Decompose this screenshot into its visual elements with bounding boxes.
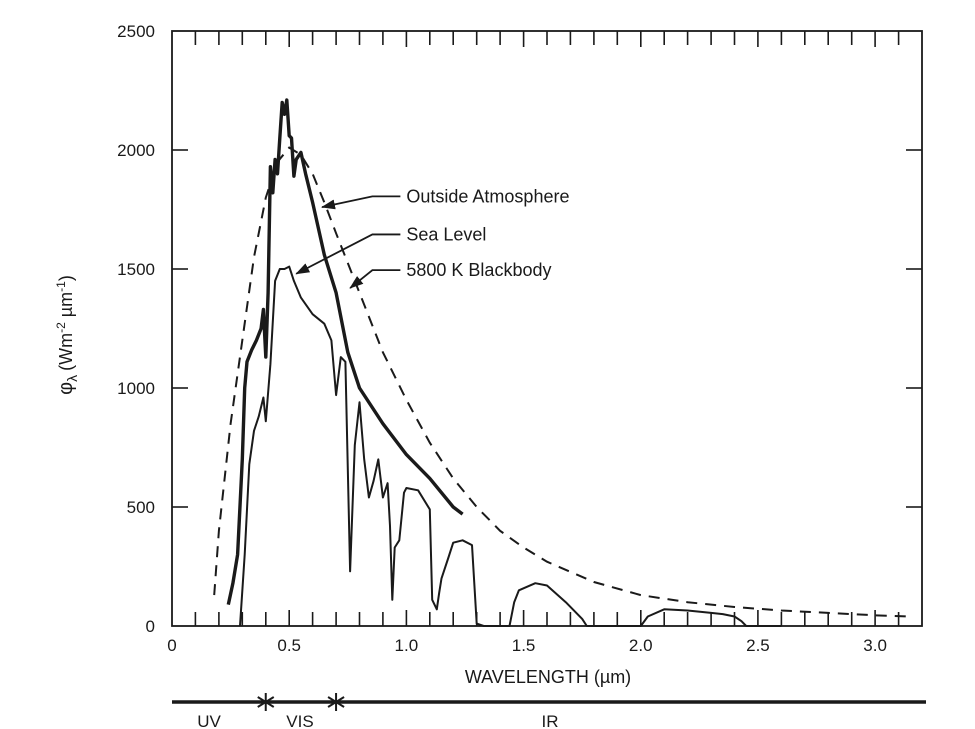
plot-frame — [171, 30, 923, 627]
band-marker-stroke — [257, 696, 275, 708]
data-series — [213, 98, 911, 627]
annotation-label: 5800 K Blackbody — [406, 260, 551, 280]
band-label-ir: IR — [542, 712, 559, 729]
annotation-arrow — [321, 195, 401, 210]
axis-ticks — [172, 31, 922, 626]
annotation-label: Outside Atmosphere — [406, 186, 569, 206]
band-label-vis: VIS — [286, 712, 313, 729]
series-outside-atmosphere — [226, 98, 464, 605]
y-tick-label: 500 — [127, 498, 155, 517]
x-tick-label: 2.5 — [746, 636, 770, 655]
band-markers — [257, 693, 345, 711]
annotations: Outside Atmosphere Sea Level 5800 K Blackb… — [295, 186, 569, 289]
y-tick-label: 0 — [146, 617, 155, 636]
x-axis-label: WAVELENGTH (µm) — [465, 667, 631, 687]
band-marker-star — [257, 693, 275, 711]
x-tick-label: 1.5 — [512, 636, 536, 655]
x-tick-label: 1.0 — [395, 636, 419, 655]
axis-tick-labels: 0 0.5 1.0 1.5 2.0 2.5 3.0 0 500 1000 1500 2000 2500 — [117, 22, 887, 655]
x-tick-label: 2.0 — [629, 636, 653, 655]
x-tick-label: 0.5 — [277, 636, 301, 655]
band-label-uv: UV — [197, 712, 221, 729]
annotation-arrow — [295, 233, 401, 275]
series-5800-k-blackbody — [213, 146, 911, 618]
y-tick-label: 2000 — [117, 141, 155, 160]
x-tick-label: 0 — [167, 636, 176, 655]
band-marker-stroke — [327, 696, 345, 708]
annotation-arrow — [349, 269, 401, 289]
y-tick-label: 2500 — [117, 22, 155, 41]
annotation-label: Sea Level — [406, 224, 486, 244]
y-tick-label: 1000 — [117, 379, 155, 398]
y-axis-label: φλ(Wm-2 µm-1) — [54, 275, 80, 395]
y-tick-label: 1500 — [117, 260, 155, 279]
x-tick-label: 3.0 — [863, 636, 887, 655]
series-sea-level — [239, 265, 782, 627]
band-labels: UV VIS IR — [197, 712, 558, 729]
band-marker-star — [327, 693, 345, 711]
